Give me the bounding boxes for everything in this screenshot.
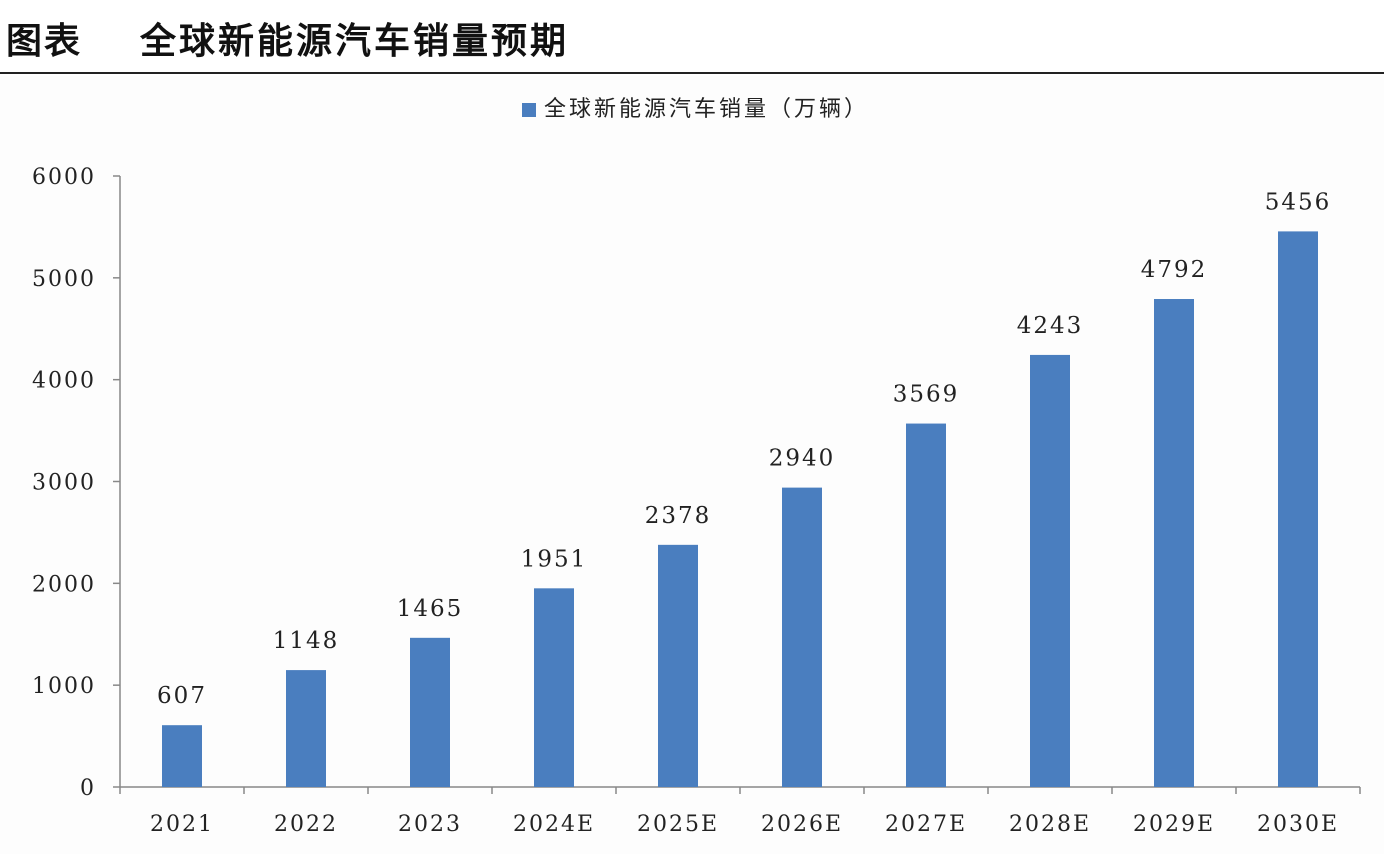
x-tick-label: 2022	[274, 812, 338, 837]
y-tick-label: 3000	[32, 471, 96, 496]
y-tick-label: 1000	[32, 674, 96, 699]
data-label: 1465	[397, 596, 464, 622]
data-label: 5456	[1265, 189, 1332, 215]
data-label: 1951	[521, 546, 588, 572]
bar	[782, 487, 822, 787]
bar	[162, 725, 202, 787]
bars	[162, 231, 1318, 787]
figure-title: 全球新能源汽车销量预期	[140, 21, 570, 62]
bar	[1278, 231, 1318, 787]
data-label: 4792	[1141, 257, 1208, 283]
y-tick-label: 4000	[32, 369, 96, 394]
x-tick-label: 2026E	[761, 812, 843, 837]
data-label: 2940	[769, 446, 836, 472]
x-tick-label: 2024E	[513, 812, 595, 837]
data-label: 1148	[273, 628, 340, 654]
data-label: 2378	[645, 503, 712, 529]
x-tick-label: 2023	[398, 812, 462, 837]
bar	[658, 544, 698, 787]
bar	[286, 670, 326, 787]
x-tick-label: 2028E	[1009, 812, 1091, 837]
data-labels: 607 1148 1465 1951 2378 2940 3569 4243 4792 5456	[157, 189, 1332, 709]
legend: 全球新能源汽车销量（万辆）	[522, 97, 869, 122]
bar	[534, 588, 574, 787]
legend-swatch	[522, 103, 536, 117]
y-tick-label: 0	[80, 776, 96, 801]
x-tick-label: 2030E	[1257, 812, 1339, 837]
legend-label: 全球新能源汽车销量（万辆）	[544, 97, 869, 122]
bar	[906, 423, 946, 787]
x-tick-label: 2021	[150, 812, 214, 837]
bar	[410, 637, 450, 787]
data-label: 3569	[893, 382, 960, 408]
y-axis: 0 1000 2000 3000 4000 5000 6000	[32, 165, 121, 801]
y-tick-label: 6000	[32, 165, 96, 190]
x-tick-label: 2027E	[885, 812, 967, 837]
figure-header: 图表 全球新能源汽车销量预期	[0, 0, 1384, 74]
x-tick-label: 2029E	[1133, 812, 1215, 837]
figure-label: 图表	[6, 21, 83, 62]
x-tick-label: 2025E	[637, 812, 719, 837]
bar	[1154, 299, 1194, 787]
data-label: 607	[157, 683, 207, 709]
data-label: 4243	[1017, 313, 1084, 339]
y-tick-label: 5000	[32, 267, 96, 292]
bar	[1030, 354, 1070, 787]
bar-chart: 全球新能源汽车销量（万辆） 0100020003000400050006000 …	[32, 97, 1361, 837]
x-axis: 2021 2022 2023 2024E 2025E 2026E 2027E 2028E 202…	[119, 786, 1361, 837]
chart-area: 全球新能源汽车销量（万辆） 0 1000 2000 3000 4000 5000 6000 …	[0, 76, 1384, 854]
y-tick-label: 2000	[32, 572, 96, 597]
